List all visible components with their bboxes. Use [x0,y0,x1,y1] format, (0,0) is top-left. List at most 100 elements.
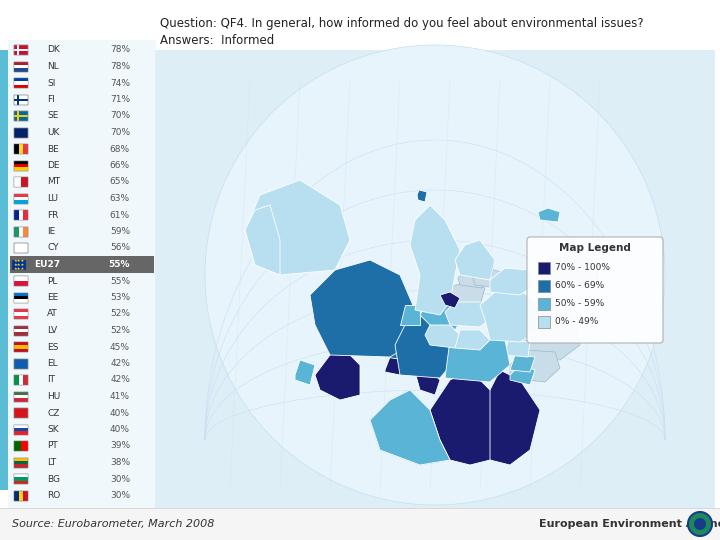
Bar [14,49,28,51]
Polygon shape [420,302,465,330]
Polygon shape [445,302,495,327]
Bar [14,342,28,352]
Text: 38%: 38% [110,458,130,467]
Bar [14,62,28,71]
Bar [14,359,28,368]
Bar [14,226,19,237]
Text: FR: FR [47,211,58,219]
Text: DK: DK [47,45,60,55]
Bar [14,167,28,171]
Bar [17,45,19,55]
Text: 52%: 52% [110,326,130,335]
Bar [14,160,28,171]
Bar [19,226,23,237]
Bar [14,342,28,352]
Bar [14,177,28,187]
Polygon shape [480,370,540,465]
Text: 70%: 70% [110,128,130,137]
Text: BG: BG [47,475,60,483]
Polygon shape [400,305,420,325]
Bar [14,392,28,395]
Bar [14,326,28,335]
Bar [14,457,28,468]
Text: 55%: 55% [110,276,130,286]
Bar [14,276,28,286]
Bar [14,329,28,332]
Bar [14,481,28,484]
Bar [14,312,28,316]
Text: Source: Eurobarometer, March 2008: Source: Eurobarometer, March 2008 [12,519,215,529]
Bar [14,115,28,117]
Text: 52%: 52% [110,309,130,319]
Polygon shape [510,355,535,372]
Polygon shape [395,315,455,378]
Bar [14,474,28,484]
Text: 70% - 100%: 70% - 100% [555,264,610,273]
Bar [14,309,28,312]
Bar [14,309,28,319]
Text: CY: CY [47,244,58,253]
Text: FI: FI [47,95,55,104]
Bar [14,392,28,402]
Bar [14,464,28,468]
Polygon shape [400,305,420,325]
Bar [14,293,28,302]
Bar [14,164,28,167]
Text: 63%: 63% [110,194,130,203]
Bar [21,177,28,187]
Polygon shape [245,205,280,275]
FancyBboxPatch shape [0,50,8,490]
Bar [14,392,28,402]
Bar [14,160,28,164]
Text: 56%: 56% [110,244,130,253]
Bar [14,293,28,296]
Text: 41%: 41% [110,392,130,401]
Polygon shape [480,290,540,342]
Bar [14,94,28,105]
Bar [14,424,28,435]
Bar [14,441,28,451]
FancyBboxPatch shape [155,50,715,510]
Polygon shape [540,255,600,288]
Polygon shape [458,272,484,288]
Bar [14,193,28,204]
Bar [19,375,23,385]
Polygon shape [510,365,535,385]
Bar [14,490,19,501]
Bar [14,299,28,302]
Bar [14,281,28,286]
Text: 45%: 45% [110,342,130,352]
Bar [10,256,154,273]
Bar [14,197,28,200]
Bar [14,111,28,121]
Text: 74%: 74% [110,78,130,87]
Bar [14,45,28,55]
Bar [14,408,28,418]
Text: Question: QF4. In general, how informed do you feel about environmental issues?: Question: QF4. In general, how informed … [160,17,644,30]
Bar [14,82,28,85]
Text: DE: DE [47,161,60,170]
Bar [14,349,28,352]
Text: 30%: 30% [110,475,130,483]
Bar [14,375,28,385]
Polygon shape [458,256,474,272]
Bar [14,78,28,88]
Bar [23,210,28,220]
Bar [23,375,28,385]
Text: IE: IE [47,227,55,236]
Bar [14,293,28,302]
Bar [14,474,28,477]
Bar [12,260,26,269]
Bar [19,210,23,220]
Bar [14,342,28,346]
Polygon shape [455,330,490,350]
Polygon shape [410,205,460,315]
Text: IT: IT [47,375,55,384]
Text: HU: HU [47,392,60,401]
Bar [14,316,28,319]
Bar [538,280,550,292]
Text: 50% - 59%: 50% - 59% [555,300,604,308]
Bar [14,243,28,253]
Bar [17,94,19,105]
Text: 55%: 55% [109,260,130,269]
